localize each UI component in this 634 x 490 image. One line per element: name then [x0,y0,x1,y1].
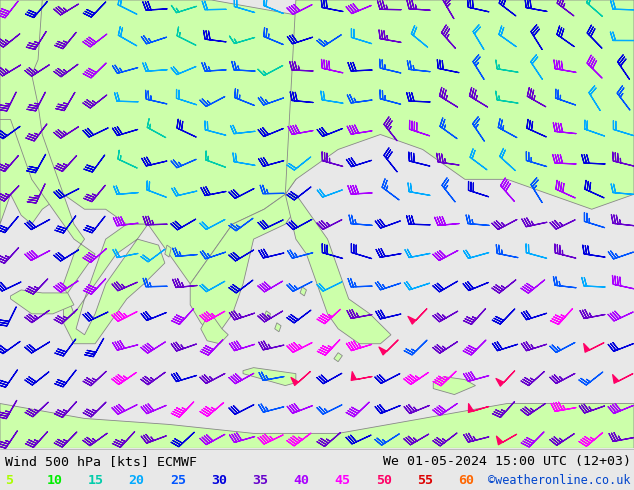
Text: ©weatheronline.co.uk: ©weatheronline.co.uk [488,474,631,487]
Polygon shape [433,377,476,394]
Text: 40: 40 [294,474,309,487]
Text: 30: 30 [211,474,227,487]
Polygon shape [0,404,634,448]
Polygon shape [285,195,391,344]
Text: 25: 25 [170,474,186,487]
Text: 5: 5 [5,474,13,487]
Polygon shape [285,0,634,209]
Text: We 01-05-2024 15:00 UTC (12+03): We 01-05-2024 15:00 UTC (12+03) [383,455,631,467]
Text: 55: 55 [417,474,433,487]
Text: 60: 60 [458,474,474,487]
Text: 50: 50 [376,474,392,487]
Polygon shape [264,311,271,320]
Polygon shape [243,368,296,386]
Text: 10: 10 [46,474,62,487]
Polygon shape [11,290,74,314]
Text: 45: 45 [335,474,351,487]
Polygon shape [201,314,228,344]
Text: 20: 20 [129,474,145,487]
Text: 35: 35 [252,474,268,487]
Polygon shape [0,0,165,344]
Polygon shape [190,195,296,335]
Polygon shape [165,245,171,257]
Polygon shape [334,353,342,362]
Polygon shape [0,0,380,284]
Text: 15: 15 [87,474,103,487]
Polygon shape [300,287,306,296]
Polygon shape [275,323,281,332]
Text: Wind 500 hPa [kts] ECMWF: Wind 500 hPa [kts] ECMWF [5,455,197,467]
